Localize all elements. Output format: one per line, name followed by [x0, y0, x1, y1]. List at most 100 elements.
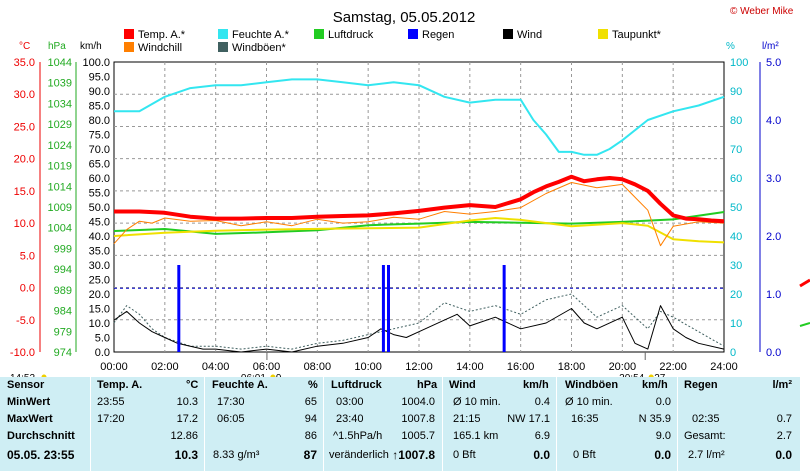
x-tick: 12:00 — [405, 361, 433, 373]
x-tick: 14:00 — [456, 361, 484, 373]
wind-tick: 15.0 — [89, 304, 110, 316]
stats-unit: l/m² — [772, 379, 792, 391]
temp-tick: 0.0 — [20, 283, 35, 295]
stats-time: 17:20 — [97, 413, 125, 425]
stats-unit: % — [308, 379, 318, 391]
rain-tick: 3.0 — [766, 173, 781, 185]
stats-row-label: Durchschnitt — [7, 430, 75, 442]
hum-tick: 80 — [730, 115, 742, 127]
stats-time: ^1.5hPa/h — [333, 430, 383, 442]
stats-row-label: MinWert — [7, 396, 51, 408]
stats-value: 12.86 — [170, 430, 198, 442]
legend-swatch — [314, 29, 324, 39]
press-tick: 1009 — [48, 202, 72, 214]
stats-time: 03:00 — [336, 396, 364, 408]
rain-tick: 5.0 — [766, 57, 781, 69]
sunset-label: 20:54 — [619, 373, 644, 377]
hum-tick: 40 — [730, 231, 742, 243]
chart-plots — [113, 78, 725, 353]
legend-swatch — [218, 29, 228, 39]
series-line — [114, 78, 725, 156]
legend-swatch — [218, 42, 228, 52]
stats-label: 2.7 l/m² — [688, 449, 725, 461]
legend-swatch — [124, 42, 134, 52]
x-tick: 08:00 — [304, 361, 332, 373]
hum-tick: 90 — [730, 86, 742, 98]
stats-value: 10.3 — [176, 396, 198, 408]
hum-tick: 20 — [730, 289, 742, 301]
stats-label: Gesamt: — [684, 430, 726, 442]
wind-tick: 45.0 — [89, 217, 110, 229]
edge-fragment — [799, 278, 810, 288]
stats-time: 8.33 g/m³ — [213, 449, 260, 461]
stats-unit: hPa — [417, 379, 438, 391]
temp-tick: 15.0 — [14, 186, 35, 198]
stats-label: Ø 10 min. — [565, 396, 613, 408]
hum-tick: 70 — [730, 144, 742, 156]
stats-wind-col: Wind km/h Ø 10 min. 21:15 165.1 km 0 Bft… — [443, 377, 556, 471]
x-tick: 00:00 — [100, 361, 128, 373]
stats-value: 0.0 — [654, 448, 671, 462]
wind-tick: 0.0 — [95, 347, 110, 359]
stats-value: 1005.7 — [401, 430, 435, 442]
rain-bar — [502, 265, 506, 352]
wind-tick: 60.0 — [89, 173, 110, 185]
temp-tick: -5.0 — [16, 315, 35, 327]
rain-bar — [177, 265, 181, 352]
legend-label: Feuchte A.* — [232, 29, 290, 41]
legend-label: Windchill — [138, 42, 182, 54]
press-tick: 994 — [54, 264, 72, 276]
stats-header: Regen — [684, 379, 718, 391]
wind-tick: 75.0 — [89, 130, 110, 142]
press-axis-unit: hPa — [48, 41, 66, 52]
now-dot — [41, 374, 47, 377]
press-tick: 999 — [54, 243, 72, 255]
wind-tick: 80.0 — [89, 115, 110, 127]
press-tick: 1004 — [48, 223, 72, 235]
rain-bar — [381, 265, 385, 352]
stats-value: 0.0 — [775, 448, 792, 462]
wind-tick: 25.0 — [89, 275, 110, 287]
rain-tick: 1.0 — [766, 289, 781, 301]
stats-value: N 35.9 — [638, 413, 671, 425]
stats-value: 94 — [304, 413, 317, 425]
hum-tick: 10 — [730, 318, 742, 330]
hum-tick: 50 — [730, 202, 742, 214]
stats-unit: °C — [186, 379, 199, 391]
wind-axis-unit: km/h — [80, 41, 102, 52]
wind-tick: 50.0 — [89, 202, 110, 214]
wind-tick: 100.0 — [82, 57, 110, 69]
stats-unit: km/h — [642, 379, 668, 391]
legend-label: Taupunkt* — [612, 29, 662, 41]
stats-value: 17.2 — [176, 413, 198, 425]
wind-tick: 55.0 — [89, 188, 110, 200]
wind-tick: 65.0 — [89, 159, 110, 171]
press-tick: 1039 — [48, 78, 72, 90]
legend-swatch — [124, 29, 134, 39]
wind-tick: 90.0 — [89, 86, 110, 98]
legend-swatch — [408, 29, 418, 39]
stats-label: 0 Bft — [453, 449, 476, 461]
chart-axes: °C hPa km/h% l/m² 35.0 30.0 25.0 20.0 15.0 10.0 5.… — [10, 41, 781, 373]
press-tick: 1044 — [48, 57, 72, 69]
rain-axis-unit: l/m² — [762, 41, 779, 52]
stats-value: 2.7 — [776, 430, 792, 442]
wind-tick: 85.0 — [89, 101, 110, 113]
current-time-label: 14:52 — [10, 373, 35, 377]
stats-value: ↑1007.8 — [392, 448, 435, 462]
stats-value: 1007.8 — [401, 413, 435, 425]
legend-swatch — [503, 29, 513, 39]
sunrise-label: 06:01 — [241, 373, 266, 377]
x-tick: 04:00 — [202, 361, 230, 373]
x-tick: 16:00 — [507, 361, 535, 373]
series-line — [113, 211, 725, 235]
sun-markers: 06:01 9 20:54 27 14:52 — [10, 278, 810, 377]
stats-header: Wind — [449, 379, 476, 391]
stats-label: 21:15 — [453, 413, 481, 425]
stats-value: NW 17.1 — [507, 413, 550, 425]
legend-label: Luftdruck — [328, 29, 374, 41]
stats-value: 6.9 — [534, 430, 550, 442]
stats-rain-col: Regen l/m² 02:35 Gesamt: 2.7 l/m² 0.7 2.… — [678, 377, 800, 471]
stats-unit: km/h — [523, 379, 549, 391]
hum-tick: 100 — [730, 57, 748, 69]
